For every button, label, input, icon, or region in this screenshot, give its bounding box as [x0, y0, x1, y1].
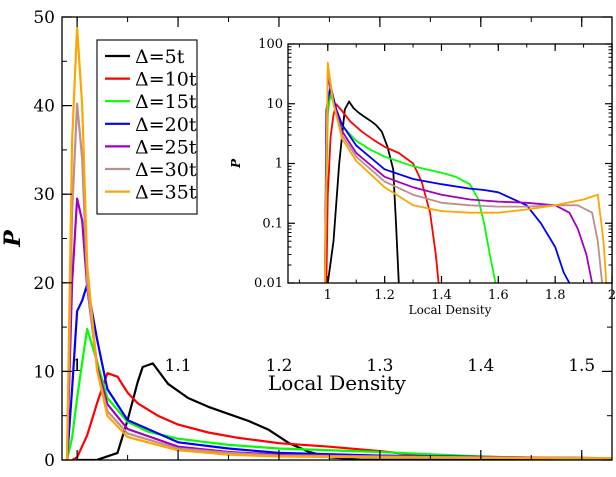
- legend-box: [96, 39, 198, 215]
- legend-label-2: Δ=10t: [135, 69, 197, 91]
- main-series-line-1: [77, 362, 612, 460]
- inset-x-tick-label: 1.6: [488, 288, 509, 303]
- inset-x-tick-label: 1.4: [431, 288, 452, 303]
- inset-y-axis-title: P: [229, 158, 243, 169]
- inset-x-tick-label: 2: [608, 288, 616, 303]
- inset-series-line-4: [324, 85, 571, 283]
- inset-y-tick-label: 0.1: [262, 216, 283, 231]
- main-series-line-2: [71, 372, 612, 460]
- main-y-tick-label: 10: [33, 362, 55, 382]
- main-y-axis-title: P: [0, 229, 26, 248]
- inset-series-line-2: [325, 103, 440, 283]
- legend-label-6: Δ=30t: [135, 159, 197, 181]
- main-series-line-3: [65, 327, 612, 460]
- inset-x-tick-label: 1.2: [374, 288, 395, 303]
- inset-series-line-1: [326, 100, 400, 283]
- main-x-tick-label: 1.2: [265, 356, 292, 376]
- main-y-tick-label: 0: [44, 451, 55, 471]
- inset-x-tick-label: 1: [324, 288, 332, 303]
- legend-label-3: Δ=15t: [135, 91, 197, 113]
- inset-y-tick-label: 10: [266, 97, 283, 112]
- legend-label-7: Δ=35t: [135, 182, 197, 204]
- main-x-tick-label: 1.1: [165, 356, 192, 376]
- main-y-tick-label: 50: [33, 8, 55, 28]
- main-y-tick-label: 20: [33, 274, 55, 294]
- main-x-tick-label: 1: [72, 356, 83, 376]
- inset-series-line-7: [324, 61, 608, 283]
- inset-y-tick-label: 0.01: [254, 276, 283, 291]
- main-x-tick-label: 1.4: [467, 356, 494, 376]
- inset-y-tick-label: 100: [258, 37, 283, 52]
- main-series-line-7: [65, 26, 612, 460]
- main-plot: 1 1.1 1.2 1.3 1.4 1.5 0 10 20 30 40 50 Local Density…: [0, 8, 613, 471]
- main-y-tick-label: 40: [33, 97, 55, 117]
- inset-y-tick-label: 1: [275, 157, 283, 172]
- inset-curves: [324, 61, 608, 283]
- main-x-tick-label: 1.3: [366, 356, 393, 376]
- inset-plot: 1 1.2 1.4 1.6 1.8 2 0.01 0.1 1 10 100 Local Density…: [229, 37, 616, 317]
- inset-x-axis-title: Local Density: [409, 303, 492, 317]
- main-y-tick-label: 30: [33, 185, 55, 205]
- main-x-tick-label: 1.5: [568, 356, 595, 376]
- legend-label-5: Δ=25t: [135, 136, 197, 158]
- main-x-axis-title: Local Density: [268, 371, 407, 395]
- legend-label-4: Δ=20t: [135, 114, 197, 136]
- legend-label-1: Δ=5t: [135, 46, 185, 68]
- inset-plot-background: [288, 44, 612, 283]
- main-curves: [65, 26, 612, 460]
- inset-x-tick-label: 1.8: [545, 288, 566, 303]
